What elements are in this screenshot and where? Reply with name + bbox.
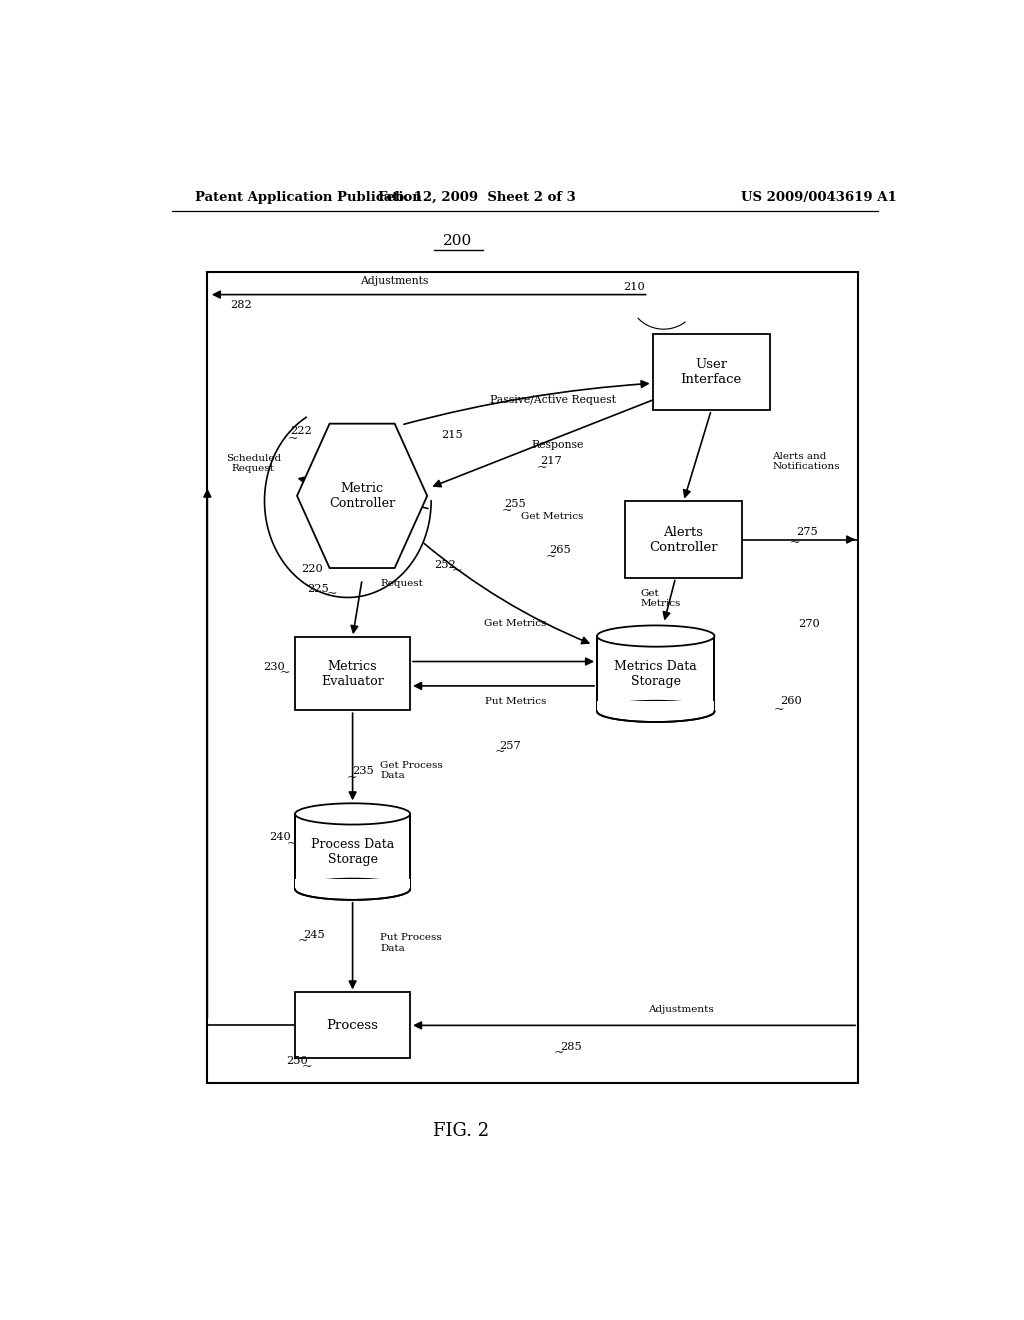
FancyBboxPatch shape [295, 638, 411, 710]
Text: 210: 210 [624, 282, 645, 293]
Text: Metrics Data
Storage: Metrics Data Storage [614, 660, 697, 688]
Text: 230: 230 [263, 661, 285, 672]
Text: ~: ~ [546, 550, 556, 564]
Text: Adjustments: Adjustments [648, 1005, 714, 1014]
Text: Put Metrics: Put Metrics [484, 697, 546, 706]
FancyBboxPatch shape [295, 879, 411, 890]
Text: 222: 222 [290, 426, 312, 436]
Text: Patent Application Publication: Patent Application Publication [196, 190, 422, 203]
Text: Feb. 12, 2009  Sheet 2 of 3: Feb. 12, 2009 Sheet 2 of 3 [378, 190, 577, 203]
Text: 215: 215 [441, 430, 463, 440]
Text: Metric
Controller: Metric Controller [329, 482, 395, 510]
Text: Get
Metrics: Get Metrics [641, 589, 681, 609]
Text: Get Process
Data: Get Process Data [380, 760, 443, 780]
Text: Request: Request [380, 578, 423, 587]
Text: ~: ~ [537, 461, 548, 474]
Ellipse shape [295, 879, 411, 900]
Text: ~: ~ [288, 433, 298, 445]
Text: 250: 250 [286, 1056, 308, 1067]
Text: Response: Response [531, 440, 584, 450]
Text: 265: 265 [550, 545, 571, 554]
Text: 217: 217 [540, 457, 562, 466]
Ellipse shape [295, 804, 411, 825]
Text: 275: 275 [797, 528, 818, 537]
Text: ~: ~ [554, 1047, 564, 1060]
Text: Put Process
Data: Put Process Data [380, 933, 442, 953]
Text: Process: Process [327, 1019, 379, 1032]
Text: Alerts
Controller: Alerts Controller [649, 525, 718, 553]
Text: Process Data
Storage: Process Data Storage [311, 838, 394, 866]
Text: 200: 200 [442, 234, 472, 248]
Text: ~: ~ [280, 667, 291, 680]
Text: ~: ~ [302, 1060, 312, 1073]
Text: 260: 260 [780, 696, 803, 706]
Text: ~: ~ [790, 536, 800, 549]
Text: 257: 257 [500, 741, 521, 751]
Text: Get Metrics: Get Metrics [484, 619, 547, 628]
Text: FIG. 2: FIG. 2 [433, 1122, 489, 1140]
Text: 220: 220 [301, 564, 323, 574]
Text: User
Interface: User Interface [681, 358, 742, 385]
Ellipse shape [597, 701, 715, 722]
FancyBboxPatch shape [295, 993, 411, 1059]
Ellipse shape [597, 626, 715, 647]
Text: 240: 240 [269, 833, 291, 842]
Text: ~: ~ [502, 503, 512, 516]
Text: 270: 270 [798, 619, 820, 628]
Text: 285: 285 [560, 1041, 582, 1052]
FancyBboxPatch shape [625, 502, 742, 578]
Text: Adjustments: Adjustments [359, 276, 428, 286]
Text: 225: 225 [307, 585, 330, 594]
Text: Get Metrics: Get Metrics [521, 512, 584, 520]
FancyBboxPatch shape [597, 701, 715, 711]
Text: ~: ~ [495, 746, 505, 759]
Text: ~: ~ [327, 587, 337, 599]
Polygon shape [297, 424, 427, 568]
Text: 282: 282 [230, 300, 252, 310]
Text: 255: 255 [505, 499, 526, 510]
Text: ~: ~ [773, 702, 784, 715]
Text: Alerts and
Notifications: Alerts and Notifications [772, 451, 840, 471]
Text: ~: ~ [287, 837, 298, 850]
Text: Passive/Active Request: Passive/Active Request [489, 395, 615, 405]
Text: ~: ~ [452, 565, 462, 578]
FancyBboxPatch shape [652, 334, 770, 411]
Text: 245: 245 [304, 929, 326, 940]
Text: US 2009/0043619 A1: US 2009/0043619 A1 [740, 190, 896, 203]
Text: 252: 252 [434, 560, 457, 570]
Text: ~: ~ [297, 935, 308, 948]
Text: 235: 235 [352, 767, 374, 776]
Text: Metrics
Evaluator: Metrics Evaluator [322, 660, 384, 688]
Text: ~: ~ [346, 771, 357, 784]
Text: Scheduled
Request: Scheduled Request [226, 454, 281, 473]
